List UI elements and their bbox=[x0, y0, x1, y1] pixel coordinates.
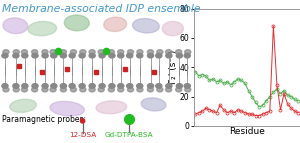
Circle shape bbox=[13, 53, 19, 58]
Text: Paramagnetic probes:: Paramagnetic probes: bbox=[2, 115, 86, 124]
Text: Membrane-associated IDP ensemble: Membrane-associated IDP ensemble bbox=[2, 4, 200, 14]
Circle shape bbox=[13, 87, 19, 92]
Circle shape bbox=[13, 50, 19, 54]
Ellipse shape bbox=[3, 18, 28, 34]
Circle shape bbox=[32, 84, 38, 88]
Text: 12-DSA: 12-DSA bbox=[69, 132, 96, 138]
Circle shape bbox=[60, 50, 67, 54]
Circle shape bbox=[21, 87, 28, 92]
Ellipse shape bbox=[96, 101, 127, 114]
Circle shape bbox=[21, 50, 28, 54]
Circle shape bbox=[184, 84, 190, 88]
Circle shape bbox=[185, 87, 191, 92]
Ellipse shape bbox=[141, 98, 166, 111]
Circle shape bbox=[166, 87, 172, 92]
Circle shape bbox=[3, 87, 9, 92]
Circle shape bbox=[127, 84, 133, 88]
Ellipse shape bbox=[50, 101, 84, 116]
Circle shape bbox=[22, 84, 28, 88]
Circle shape bbox=[69, 84, 75, 88]
Circle shape bbox=[69, 53, 75, 58]
Circle shape bbox=[118, 87, 124, 92]
Circle shape bbox=[80, 87, 86, 92]
Circle shape bbox=[176, 53, 182, 58]
Circle shape bbox=[32, 87, 38, 92]
Circle shape bbox=[89, 50, 95, 54]
Circle shape bbox=[127, 53, 133, 58]
Circle shape bbox=[89, 53, 95, 58]
Circle shape bbox=[70, 87, 76, 92]
Circle shape bbox=[32, 50, 38, 54]
Circle shape bbox=[109, 53, 115, 58]
Circle shape bbox=[166, 50, 172, 54]
Circle shape bbox=[118, 84, 124, 88]
Circle shape bbox=[51, 84, 57, 88]
Circle shape bbox=[60, 87, 67, 92]
Circle shape bbox=[99, 84, 105, 88]
Circle shape bbox=[118, 50, 124, 54]
Circle shape bbox=[157, 50, 163, 54]
Y-axis label: Γ₂’ (s⁻¹): Γ₂’ (s⁻¹) bbox=[169, 50, 178, 84]
Circle shape bbox=[137, 53, 143, 58]
Circle shape bbox=[42, 50, 48, 54]
Ellipse shape bbox=[28, 21, 57, 36]
Circle shape bbox=[184, 53, 190, 58]
Circle shape bbox=[176, 84, 182, 88]
Circle shape bbox=[70, 50, 76, 54]
Circle shape bbox=[137, 50, 143, 54]
Ellipse shape bbox=[64, 15, 89, 31]
Circle shape bbox=[148, 84, 154, 88]
Circle shape bbox=[147, 50, 154, 54]
Circle shape bbox=[108, 50, 114, 54]
Circle shape bbox=[156, 84, 162, 88]
Ellipse shape bbox=[162, 21, 183, 36]
Ellipse shape bbox=[133, 19, 159, 33]
Circle shape bbox=[137, 87, 143, 92]
X-axis label: Residue: Residue bbox=[229, 127, 265, 136]
Circle shape bbox=[80, 50, 86, 54]
Circle shape bbox=[51, 53, 57, 58]
Circle shape bbox=[108, 87, 114, 92]
Ellipse shape bbox=[104, 17, 127, 31]
Circle shape bbox=[176, 87, 182, 92]
Circle shape bbox=[147, 87, 154, 92]
Circle shape bbox=[32, 53, 38, 58]
Circle shape bbox=[2, 84, 8, 88]
Circle shape bbox=[109, 84, 115, 88]
Circle shape bbox=[157, 87, 163, 92]
Circle shape bbox=[148, 53, 154, 58]
Circle shape bbox=[98, 87, 104, 92]
Circle shape bbox=[176, 50, 182, 54]
Circle shape bbox=[118, 53, 124, 58]
Circle shape bbox=[50, 87, 56, 92]
Circle shape bbox=[185, 50, 191, 54]
Circle shape bbox=[89, 87, 95, 92]
Circle shape bbox=[128, 87, 134, 92]
Circle shape bbox=[98, 50, 104, 54]
Circle shape bbox=[42, 84, 48, 88]
Circle shape bbox=[2, 53, 8, 58]
Circle shape bbox=[166, 53, 172, 58]
Circle shape bbox=[89, 84, 95, 88]
Circle shape bbox=[60, 84, 66, 88]
Circle shape bbox=[60, 53, 66, 58]
Circle shape bbox=[128, 50, 134, 54]
Circle shape bbox=[166, 84, 172, 88]
Text: Gd-DTPA-BSA: Gd-DTPA-BSA bbox=[104, 132, 153, 138]
Ellipse shape bbox=[80, 119, 85, 123]
Ellipse shape bbox=[10, 99, 36, 112]
Circle shape bbox=[50, 50, 56, 54]
Circle shape bbox=[42, 53, 48, 58]
Circle shape bbox=[13, 84, 19, 88]
Circle shape bbox=[137, 84, 143, 88]
Circle shape bbox=[99, 53, 105, 58]
Circle shape bbox=[79, 53, 85, 58]
Circle shape bbox=[79, 84, 85, 88]
Circle shape bbox=[3, 50, 9, 54]
Circle shape bbox=[42, 87, 48, 92]
Circle shape bbox=[156, 53, 162, 58]
Circle shape bbox=[22, 53, 28, 58]
